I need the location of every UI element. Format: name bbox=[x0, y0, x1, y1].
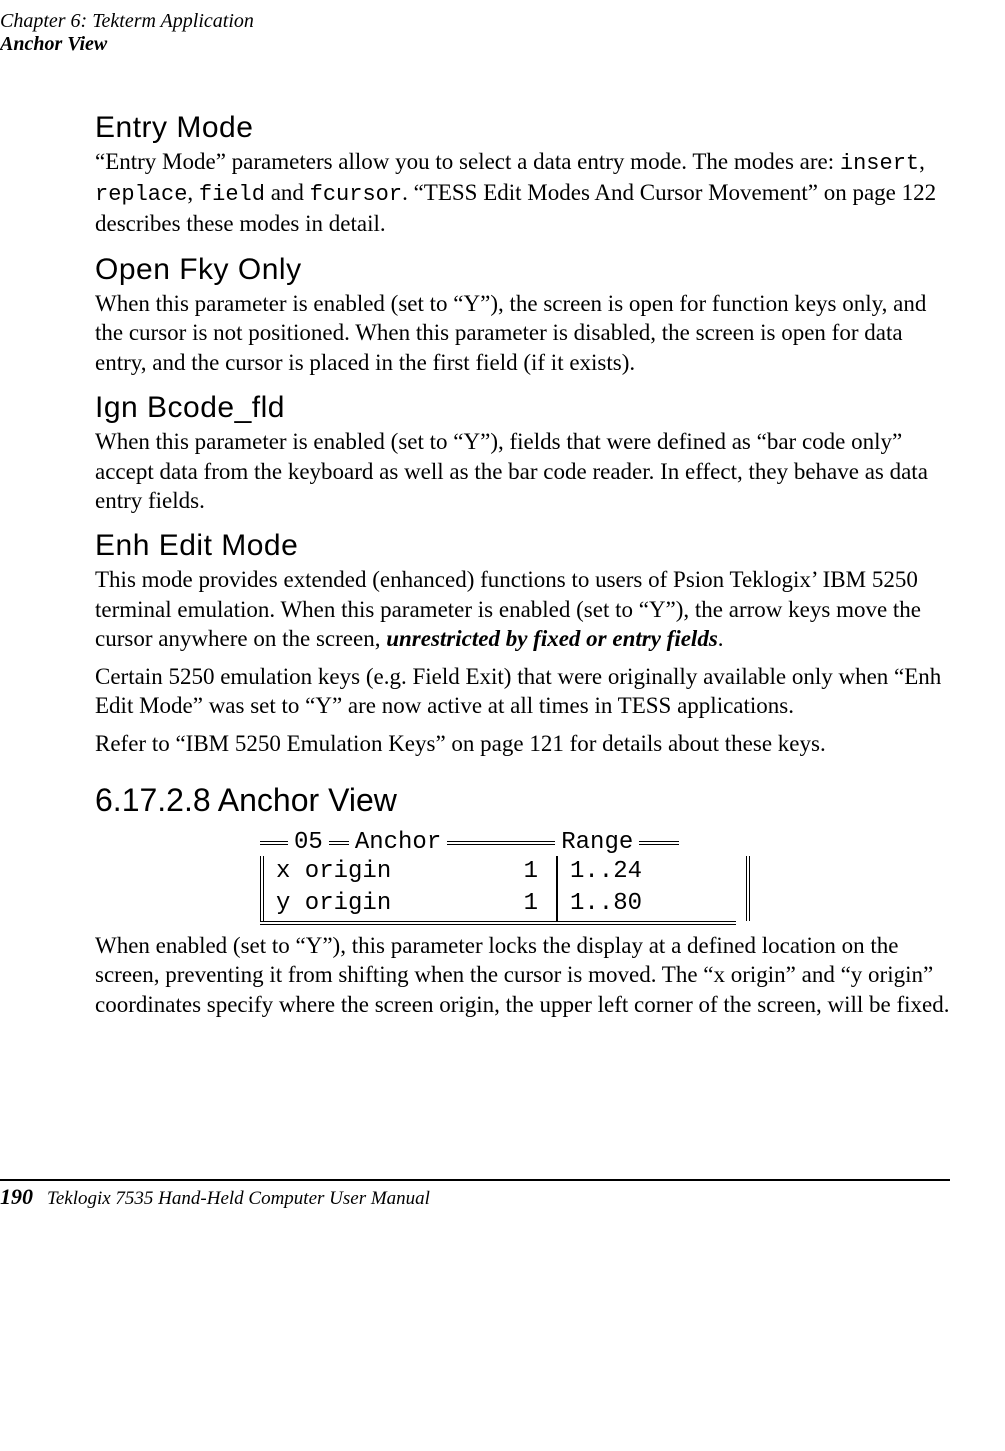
page-footer: 190 Teklogix 7535 Hand-Held Computer User… bbox=[0, 1179, 950, 1210]
row-label: x origin bbox=[276, 858, 391, 885]
page-number: 190 bbox=[0, 1184, 33, 1209]
figure-title: Anchor bbox=[349, 829, 447, 856]
table-row: x origin 1 1..24 bbox=[260, 856, 750, 888]
footer-text: Teklogix 7535 Hand-Held Computer User Ma… bbox=[47, 1188, 430, 1209]
cell-label: y origin 1 bbox=[264, 888, 556, 920]
rule bbox=[260, 921, 556, 925]
cell-range: 1..24 bbox=[558, 856, 735, 888]
figure-header-row: 05 Anchor Range bbox=[260, 829, 750, 856]
rule bbox=[329, 841, 349, 845]
para-entry-mode: “Entry Mode” parameters allow you to sel… bbox=[95, 147, 950, 239]
header-section-title: Anchor View bbox=[0, 33, 950, 56]
code-field: field bbox=[199, 182, 265, 207]
text: , bbox=[919, 149, 925, 174]
code-replace: replace bbox=[95, 182, 187, 207]
rule bbox=[260, 841, 288, 845]
rule bbox=[639, 841, 679, 845]
anchor-figure: 05 Anchor Range x origin 1 1..24 y origin… bbox=[260, 829, 750, 925]
heading-ign-bcode-fld: Ign Bcode_fld bbox=[95, 391, 950, 425]
para-open-fky: When this parameter is enabled (set to “… bbox=[95, 289, 950, 377]
header-chapter: Chapter 6: Tekterm Application bbox=[0, 10, 950, 33]
text: . bbox=[718, 626, 724, 651]
code-fcursor: fcursor bbox=[310, 182, 402, 207]
heading-enh-edit-mode: Enh Edit Mode bbox=[95, 529, 950, 563]
para-enh-edit-1: This mode provides extended (enhanced) f… bbox=[95, 565, 950, 653]
row-value: 1 bbox=[524, 856, 556, 888]
figure-bottom-rule bbox=[260, 921, 750, 925]
row-label: y origin bbox=[276, 890, 391, 917]
rule bbox=[556, 921, 736, 925]
text: and bbox=[265, 180, 310, 205]
rule bbox=[447, 841, 555, 845]
para-enh-edit-3: Refer to “IBM 5250 Emulation Keys” on pa… bbox=[95, 729, 950, 758]
heading-entry-mode: Entry Mode bbox=[95, 111, 950, 145]
figure-id: 05 bbox=[288, 829, 329, 856]
figure-range-label: Range bbox=[555, 829, 639, 856]
para-enh-edit-2: Certain 5250 emulation keys (e.g. Field … bbox=[95, 662, 950, 721]
para-ign-bcode: When this parameter is enabled (set to “… bbox=[95, 427, 950, 515]
text: , bbox=[187, 180, 199, 205]
text: “Entry Mode” parameters allow you to sel… bbox=[95, 149, 840, 174]
row-value: 1 bbox=[524, 888, 556, 920]
table-row: y origin 1 1..80 bbox=[260, 888, 750, 920]
heading-open-fky-only: Open Fky Only bbox=[95, 253, 950, 287]
heading-anchor-view: 6.17.2.8 Anchor View bbox=[95, 782, 950, 819]
emphasis-unrestricted: unrestricted by fixed or entry fields bbox=[386, 626, 718, 651]
para-anchor-view: When enabled (set to “Y”), this paramete… bbox=[95, 931, 950, 1019]
cell-range: 1..80 bbox=[558, 888, 735, 920]
code-insert: insert bbox=[840, 151, 919, 176]
cell-label: x origin 1 bbox=[264, 856, 556, 888]
